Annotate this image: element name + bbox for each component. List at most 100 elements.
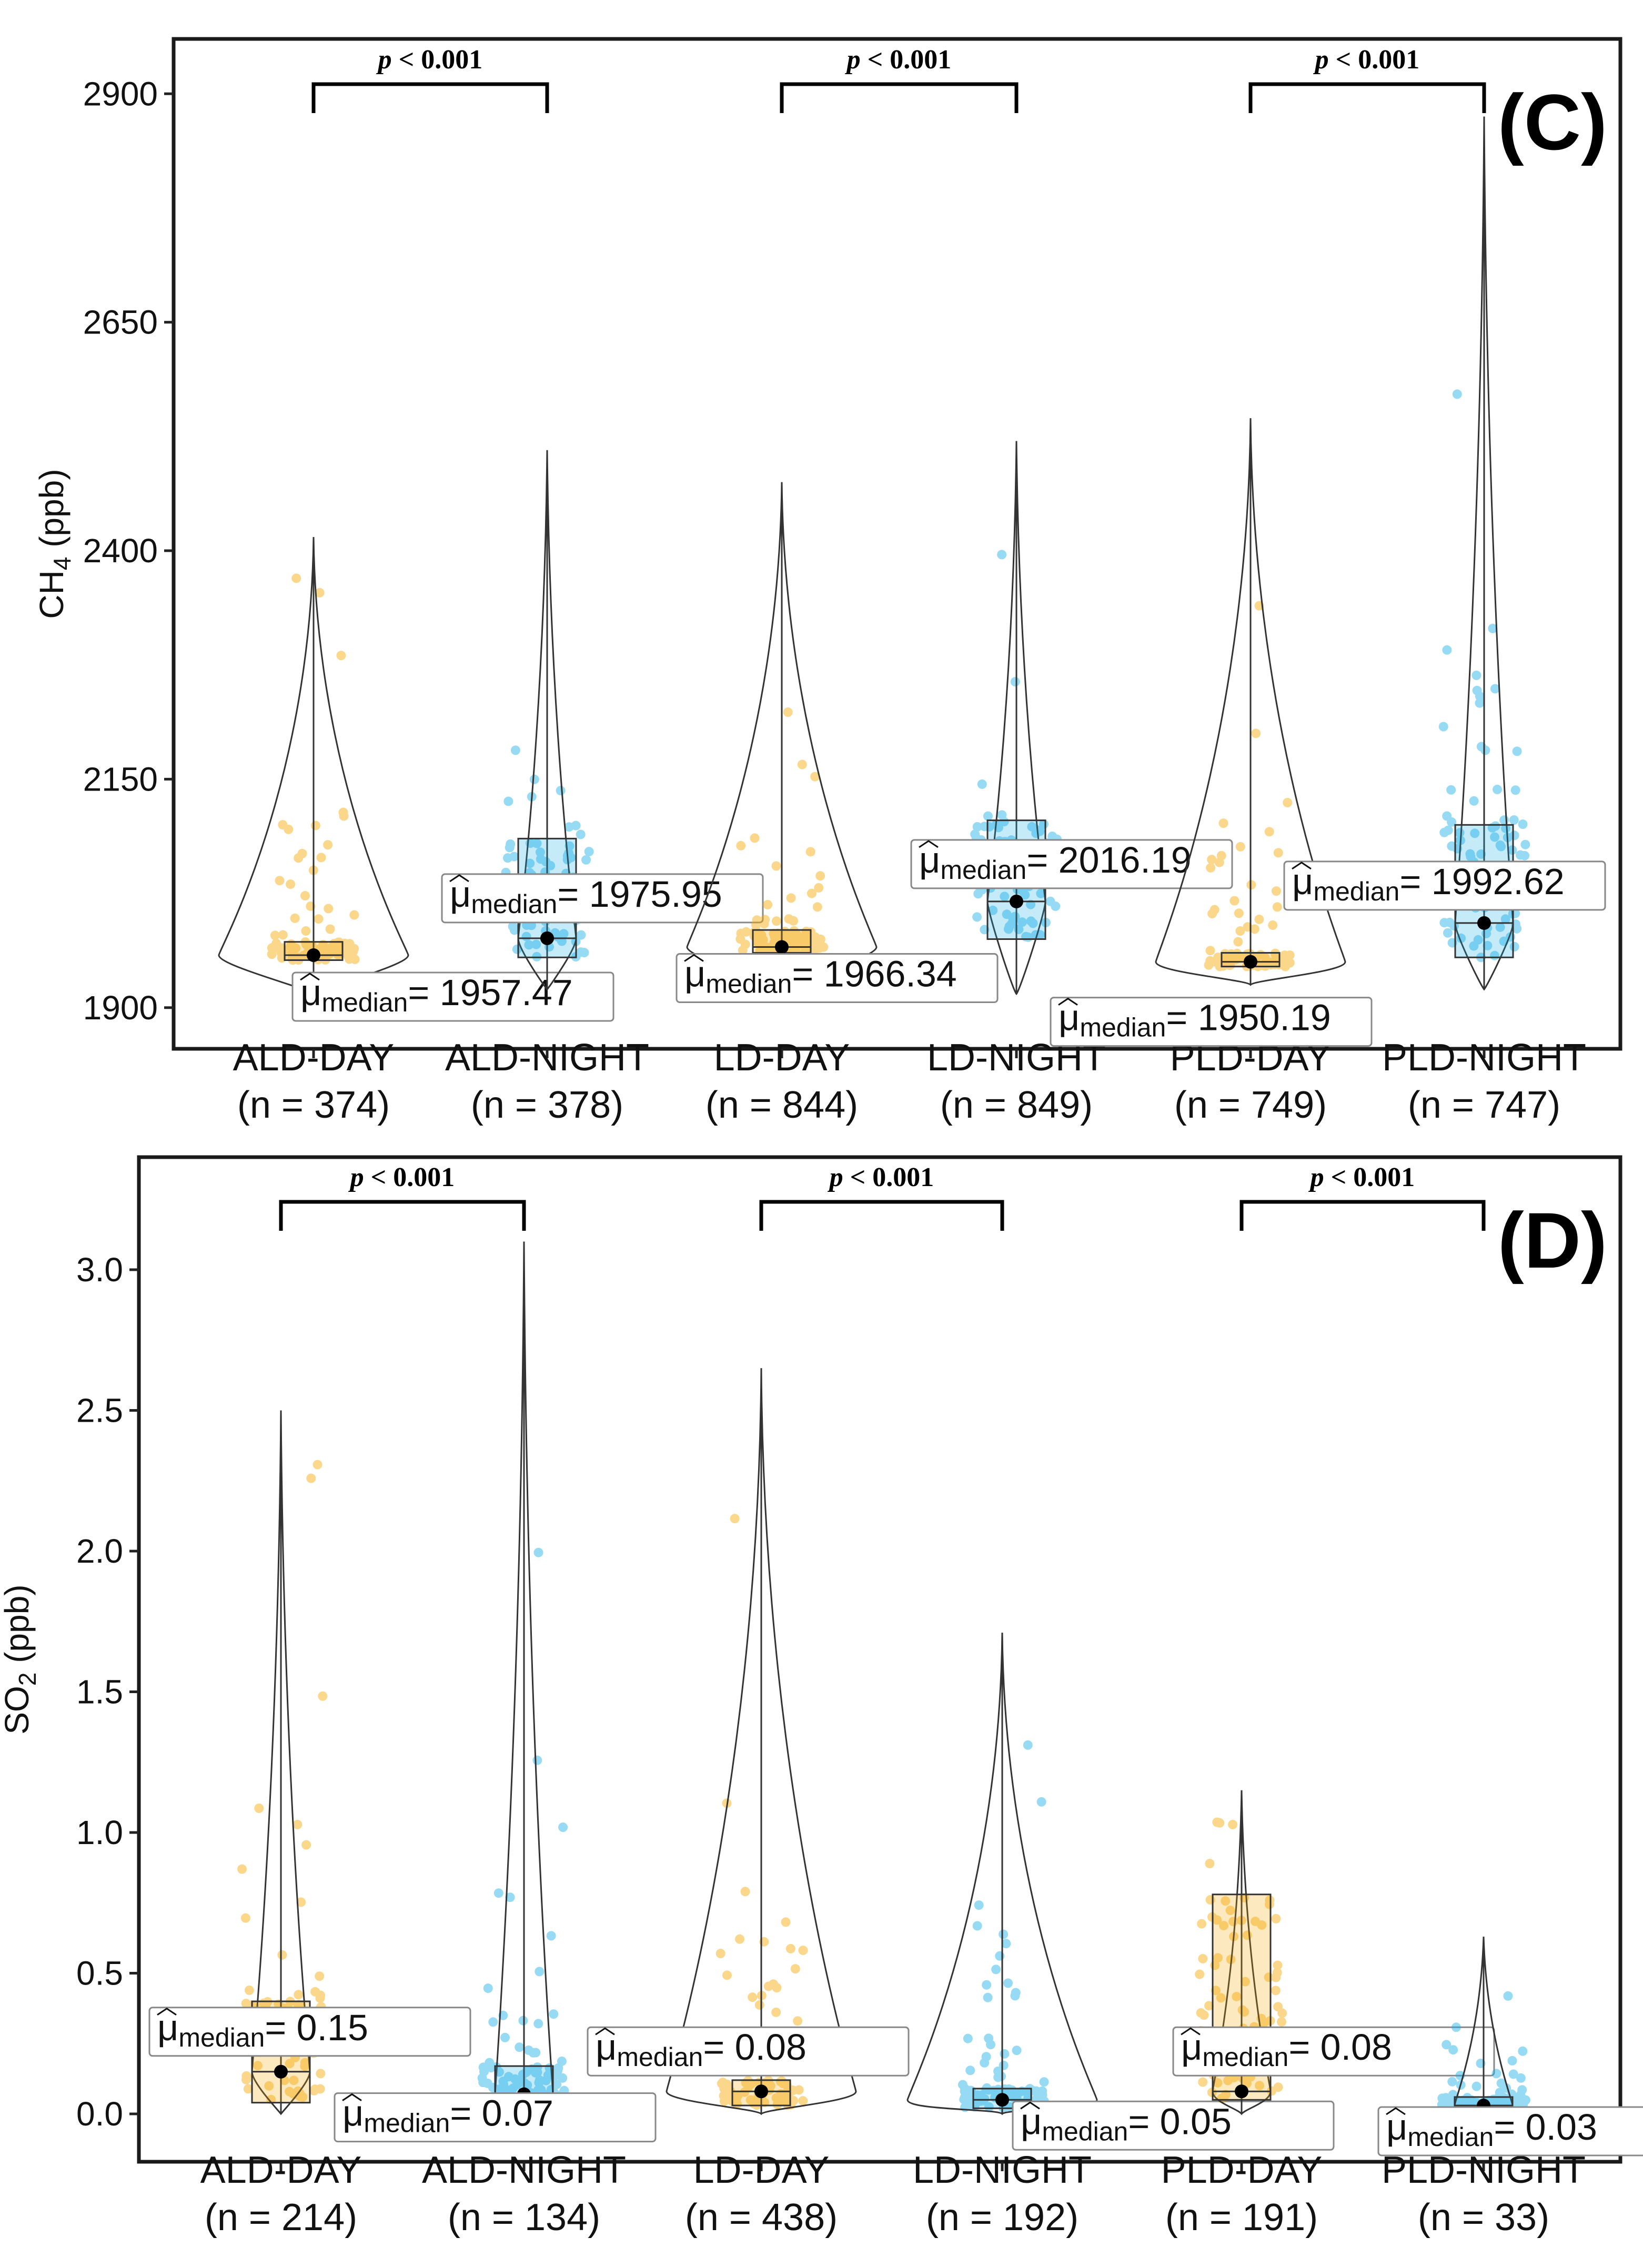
hat-accent bbox=[1181, 2027, 1201, 2036]
data-point bbox=[1509, 941, 1519, 951]
significance-label: p < 0.001 bbox=[845, 45, 952, 75]
data-point bbox=[1447, 841, 1457, 851]
data-point bbox=[1027, 822, 1037, 832]
data-point bbox=[740, 939, 750, 949]
data-point bbox=[518, 2016, 528, 2026]
data-point bbox=[1036, 888, 1046, 898]
data-point bbox=[1516, 2090, 1526, 2100]
data-point bbox=[984, 2033, 994, 2043]
data-point bbox=[315, 588, 325, 598]
data-point bbox=[1235, 926, 1245, 936]
group-ald-night: ALD-NIGHT (n = 134) μmedian= 0.07 bbox=[334, 1241, 657, 2239]
data-point bbox=[1228, 1819, 1238, 1829]
data-point bbox=[1257, 1920, 1267, 1930]
significance-bracket bbox=[311, 82, 549, 113]
data-point bbox=[285, 2087, 295, 2097]
data-point bbox=[1442, 645, 1452, 655]
data-point bbox=[1283, 951, 1293, 961]
category-label: ALD-DAY bbox=[200, 2149, 362, 2191]
data-point bbox=[735, 934, 745, 944]
y-axis-title-subscript: 2 bbox=[14, 1673, 41, 1686]
data-point bbox=[326, 946, 336, 956]
data-point bbox=[529, 774, 539, 784]
data-point bbox=[1446, 785, 1456, 795]
data-point bbox=[1281, 961, 1291, 971]
median-subscript: median bbox=[1080, 1013, 1166, 1042]
hat-accent bbox=[919, 840, 939, 848]
data-point bbox=[267, 943, 277, 953]
median-label: μmedian= 1975.95 bbox=[450, 874, 722, 919]
data-point bbox=[798, 933, 808, 943]
y-tick-label: 1900 bbox=[83, 989, 158, 1027]
data-point bbox=[1218, 818, 1228, 828]
data-point bbox=[1461, 2095, 1471, 2105]
data-point bbox=[722, 2089, 732, 2099]
sample-size-label: (n = 747) bbox=[1408, 1084, 1560, 1126]
data-point bbox=[518, 2070, 528, 2080]
data-point bbox=[715, 1949, 725, 1959]
data-point bbox=[980, 2058, 990, 2068]
data-point bbox=[719, 2096, 729, 2106]
plot-frame bbox=[172, 37, 1622, 1051]
data-point bbox=[318, 1691, 328, 1701]
data-point bbox=[477, 2073, 487, 2083]
data-point bbox=[784, 933, 794, 943]
data-point bbox=[752, 915, 762, 925]
data-point bbox=[984, 2102, 994, 2112]
data-point bbox=[244, 1985, 254, 1995]
data-point bbox=[732, 2093, 742, 2103]
data-point bbox=[1000, 892, 1010, 902]
data-point bbox=[516, 2077, 526, 2087]
group-ld-night: LD-NIGHT (n = 192) μmedian= 0.05 bbox=[906, 1633, 1335, 2239]
data-point bbox=[1196, 2008, 1206, 2018]
data-point bbox=[1443, 928, 1453, 938]
data-point bbox=[1224, 960, 1234, 970]
violin-outline bbox=[1454, 116, 1514, 991]
data-point bbox=[1220, 949, 1230, 959]
data-point bbox=[757, 930, 767, 940]
data-point bbox=[763, 899, 773, 909]
data-point bbox=[1215, 1818, 1225, 1828]
data-point bbox=[1451, 2022, 1461, 2032]
data-point bbox=[1442, 2040, 1452, 2050]
data-point bbox=[973, 889, 983, 899]
data-point bbox=[531, 2048, 541, 2058]
data-point bbox=[505, 843, 515, 853]
data-point bbox=[556, 786, 566, 796]
data-point bbox=[1237, 2005, 1247, 2015]
data-point bbox=[503, 853, 513, 863]
data-point bbox=[1493, 784, 1503, 794]
data-point bbox=[1232, 1991, 1242, 2001]
plot-frame bbox=[137, 1155, 1622, 2164]
data-point bbox=[793, 2016, 803, 2026]
data-point bbox=[1438, 722, 1448, 732]
data-point bbox=[732, 2099, 742, 2109]
data-point bbox=[291, 573, 301, 583]
data-point bbox=[1517, 2097, 1527, 2107]
median-label: μmedian= 1992.62 bbox=[1292, 861, 1565, 906]
data-point bbox=[1013, 2089, 1023, 2099]
data-point bbox=[719, 2083, 729, 2093]
data-point bbox=[970, 2102, 980, 2112]
data-point bbox=[815, 934, 825, 944]
data-point bbox=[339, 811, 349, 821]
data-point bbox=[1037, 2086, 1047, 2096]
median-label: μmedian= 2016.19 bbox=[919, 839, 1192, 885]
data-point bbox=[770, 932, 780, 941]
data-point bbox=[1225, 1906, 1235, 1916]
data-point bbox=[1221, 1896, 1231, 1906]
data-point bbox=[1225, 960, 1235, 970]
significance-bracket bbox=[780, 82, 1019, 113]
y-tick-label: 3.0 bbox=[76, 1251, 123, 1289]
y-axis-title-main: CH bbox=[33, 570, 70, 619]
median-subscript: median bbox=[940, 855, 1026, 885]
data-point bbox=[1001, 1939, 1011, 1949]
data-point bbox=[747, 2079, 757, 2089]
violin-outline bbox=[1155, 418, 1346, 986]
group-ld-night: LD-NIGHT(n = 849)μmedian= 2016.19 bbox=[910, 441, 1233, 1126]
data-point bbox=[1008, 915, 1018, 925]
data-point bbox=[1254, 914, 1264, 924]
median-point bbox=[1010, 894, 1023, 908]
sample-size-label: (n = 192) bbox=[926, 2196, 1078, 2239]
data-point bbox=[1207, 855, 1217, 865]
